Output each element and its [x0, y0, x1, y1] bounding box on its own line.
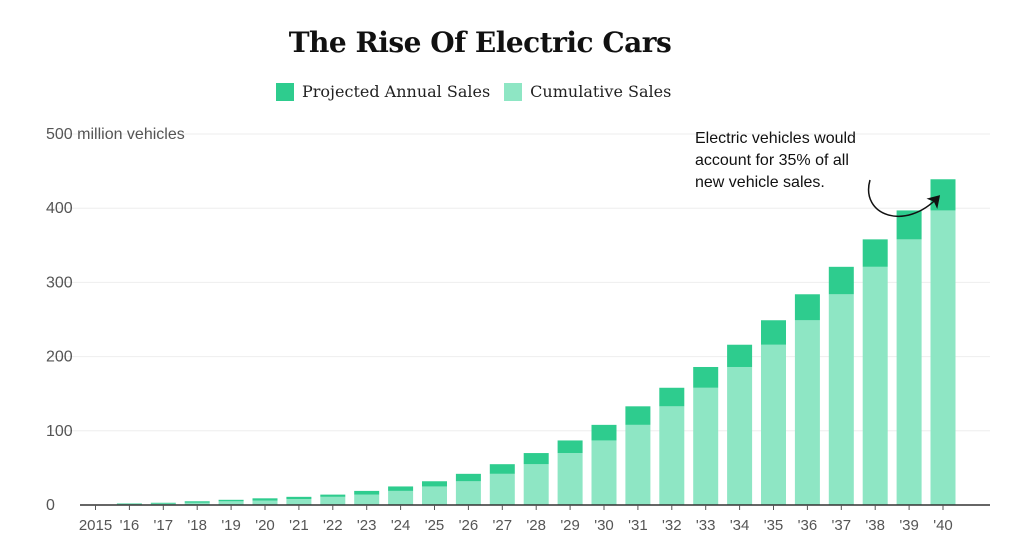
bar-projected	[761, 320, 786, 345]
bar-cumulative	[794, 320, 820, 505]
bar-projected	[116, 503, 142, 505]
bar-cumulative	[557, 453, 583, 505]
x-tick-label: '21	[289, 517, 309, 534]
bar-cumulative	[693, 387, 719, 505]
chart-title: The Rise Of Electric Cars	[288, 26, 672, 59]
bar-cumulative	[252, 500, 278, 505]
legend-swatch-projected	[276, 82, 294, 101]
bar-projected	[218, 499, 244, 502]
x-tick-label: '19	[221, 517, 241, 534]
bar-cumulative	[286, 499, 312, 505]
x-tick-label: '22	[323, 517, 343, 534]
bar-projected	[625, 406, 651, 425]
bar-projected	[320, 494, 346, 497]
bar-projected	[455, 473, 481, 482]
bar-cumulative	[184, 502, 210, 505]
legend-label-cumulative: Cumulative Sales	[530, 82, 672, 101]
y-tick-label: 400	[46, 200, 73, 217]
bar-cumulative	[625, 424, 651, 505]
x-tick-label: '35	[764, 517, 784, 534]
bar-cumulative	[659, 406, 685, 505]
bar-projected	[794, 294, 820, 321]
bar-projected	[422, 481, 447, 487]
bar-cumulative	[591, 440, 617, 505]
bar-cumulative	[218, 501, 244, 505]
bar-projected	[828, 266, 854, 295]
bar-cumulative	[455, 481, 481, 505]
x-tick-label: '39	[899, 517, 919, 534]
bar-projected	[354, 490, 380, 495]
x-tick-label: '30	[594, 517, 614, 534]
bar-cumulative	[862, 266, 888, 505]
annotation-text-line: account for 35% of all	[695, 152, 849, 169]
x-tick-label: '38	[865, 517, 885, 534]
bar-cumulative	[320, 496, 346, 505]
annotation-text-line: new vehicle sales.	[695, 174, 825, 191]
bar-cumulative	[727, 366, 753, 505]
x-tick-label: 2015	[79, 517, 112, 534]
bar-projected	[150, 502, 176, 504]
x-tick-label: '25	[425, 517, 445, 534]
x-tick-label: '34	[730, 517, 750, 534]
x-tick-label: '26	[459, 517, 479, 534]
bar-projected	[252, 498, 278, 501]
bar-cumulative	[489, 473, 515, 505]
bar-projected	[286, 496, 312, 500]
annotation-arrow	[867, 179, 941, 217]
bar-cumulative	[354, 494, 380, 505]
y-tick-label: 100	[46, 423, 73, 440]
x-tick-label: '23	[357, 517, 377, 534]
bars-layer	[83, 179, 956, 505]
x-tick-label: '33	[696, 517, 716, 534]
bar-cumulative	[388, 490, 414, 505]
annotation-text-line: Electric vehicles would	[695, 130, 856, 147]
bar-projected	[693, 366, 719, 388]
x-tick-label: '36	[798, 517, 818, 534]
x-tick-label: '28	[526, 517, 546, 534]
bar-projected	[862, 239, 888, 267]
legend-item-projected: Projected Annual Sales	[276, 82, 490, 101]
x-tick-label: '20	[255, 517, 275, 534]
bar-projected	[388, 486, 414, 491]
x-tick-label: '29	[560, 517, 580, 534]
legend-label-projected: Projected Annual Sales	[302, 82, 491, 101]
x-tick-label: '40	[933, 517, 953, 534]
x-tick-label: '37	[832, 517, 852, 534]
legend: Projected Annual Sales Cumulative Sales	[276, 82, 685, 101]
y-tick-label: 200	[46, 349, 73, 366]
x-tick-label: '24	[391, 517, 411, 534]
legend-swatch-cumulative	[504, 82, 523, 101]
bar-cumulative	[523, 464, 549, 505]
x-tick-label: '31	[628, 517, 648, 534]
x-tick-label: '17	[154, 517, 174, 534]
bar-projected	[930, 179, 956, 211]
axis-layer: 0 100 200 300 400 500 million vehicles 2015 '16…	[46, 126, 990, 534]
y-tick-label: 500 million vehicles	[46, 126, 185, 143]
bar-projected	[659, 387, 685, 407]
bar-cumulative	[828, 294, 854, 505]
bar-projected	[184, 501, 210, 503]
x-tick-label: '27	[493, 517, 513, 534]
y-tick-label: 0	[46, 497, 55, 514]
annotation: Electric vehicles would account for 35% o…	[695, 130, 941, 217]
bar-cumulative	[896, 239, 922, 505]
bar-cumulative	[422, 486, 447, 505]
bar-projected	[489, 464, 515, 474]
bar-cumulative	[761, 344, 786, 505]
x-tick-label: '18	[187, 517, 207, 534]
bar-projected	[557, 440, 583, 454]
bar-cumulative	[930, 210, 956, 505]
x-tick-label: '32	[662, 517, 682, 534]
bar-projected	[523, 453, 549, 465]
x-tick-label: '16	[120, 517, 140, 534]
y-tick-label: 300	[46, 274, 73, 291]
legend-item-cumulative: Cumulative Sales	[504, 82, 671, 101]
bar-projected	[591, 424, 617, 441]
bar-projected	[727, 344, 753, 367]
